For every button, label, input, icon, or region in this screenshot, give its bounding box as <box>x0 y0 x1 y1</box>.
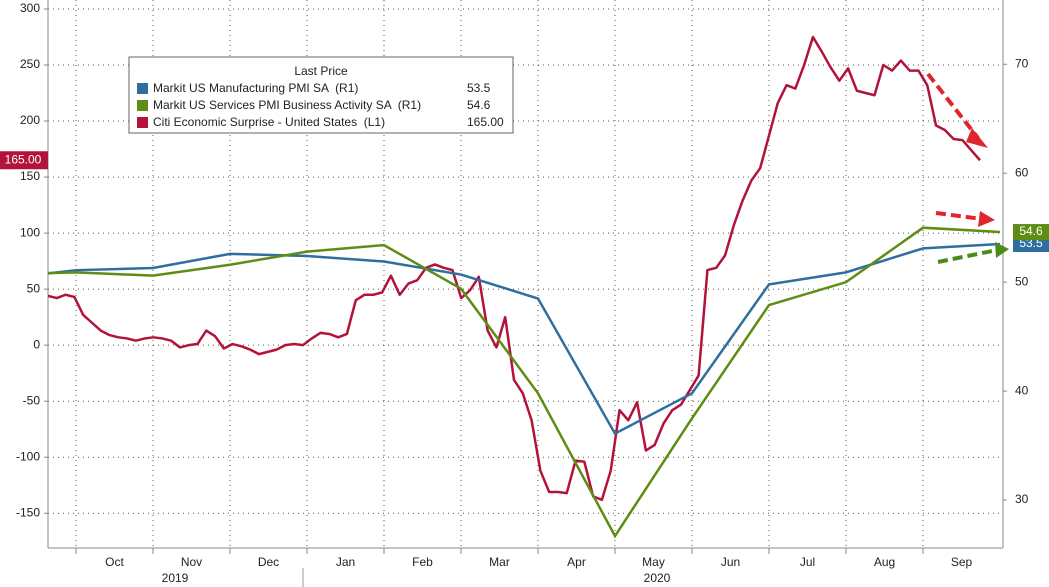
grid <box>44 0 1007 554</box>
legend-label: Markit US Services PMI Business Activity… <box>153 98 421 112</box>
legend-box <box>128 56 514 134</box>
arrow-head <box>966 128 988 148</box>
last-price-tag <box>1013 224 1049 241</box>
x-tick-label: Apr <box>567 555 586 569</box>
legend-label: Citi Economic Surprise - United States (… <box>153 115 385 129</box>
arrow <box>926 72 980 140</box>
y-tick-label: 300 <box>20 1 40 15</box>
arrow-head <box>978 211 995 227</box>
y2-tick-label: 40 <box>1015 383 1029 397</box>
year-label: 2019 <box>162 571 189 585</box>
y-tick-label: -150 <box>16 505 40 519</box>
last-price-label: 165.00 <box>5 152 42 166</box>
y-tick-label: 0 <box>33 337 40 351</box>
y-tick-label: 100 <box>20 225 40 239</box>
legend-swatch <box>137 117 148 128</box>
y-tick-label: 50 <box>27 281 41 295</box>
legend-value: 165.00 <box>467 115 504 129</box>
legend-swatch <box>137 100 148 111</box>
x-tick-label: Dec <box>258 555 279 569</box>
x-tick-label: Jan <box>336 555 355 569</box>
y-tick-label: 250 <box>20 57 40 71</box>
last-price-label: 54.6 <box>1019 224 1043 238</box>
annotations <box>926 72 1009 264</box>
x-tick-label: May <box>642 555 665 569</box>
x-tick-label: Feb <box>412 555 433 569</box>
series-line <box>48 35 981 502</box>
x-tick-label: Nov <box>181 555 202 569</box>
y2-tick-label: 70 <box>1015 56 1029 70</box>
y-tick-label: 150 <box>20 169 40 183</box>
arrow <box>937 248 998 264</box>
legend-swatch <box>137 83 148 94</box>
y2-tick-label: 60 <box>1015 165 1029 179</box>
x-tick-label: Aug <box>874 555 895 569</box>
y2-tick-label: 30 <box>1015 492 1029 506</box>
x-tick-label: Oct <box>105 555 124 569</box>
x-tick-label: Jun <box>721 555 740 569</box>
x-tick-label: Sep <box>951 555 973 569</box>
series-line <box>48 242 1001 436</box>
y2-tick-label: 50 <box>1015 274 1029 288</box>
x-tick-label: Jul <box>800 555 815 569</box>
y-tick-label: -50 <box>23 393 41 407</box>
plot-area <box>48 35 1001 539</box>
x-tick-label: Mar <box>489 555 510 569</box>
year-label: 2020 <box>644 571 671 585</box>
legend-value: 54.6 <box>467 98 491 112</box>
y-tick-label: 200 <box>20 113 40 127</box>
arrow <box>935 211 983 221</box>
arrow-head <box>995 242 1009 258</box>
legend-title: Last Price <box>294 64 348 78</box>
y-tick-label: -100 <box>16 449 40 463</box>
legend-value: 53.5 <box>467 81 491 95</box>
series-line <box>48 226 1001 539</box>
legend: Last Price Markit US Manufacturing PMI S… <box>128 56 514 134</box>
last-price-tag <box>0 151 48 170</box>
legend-label: Markit US Manufacturing PMI SA (R1) <box>153 81 358 95</box>
